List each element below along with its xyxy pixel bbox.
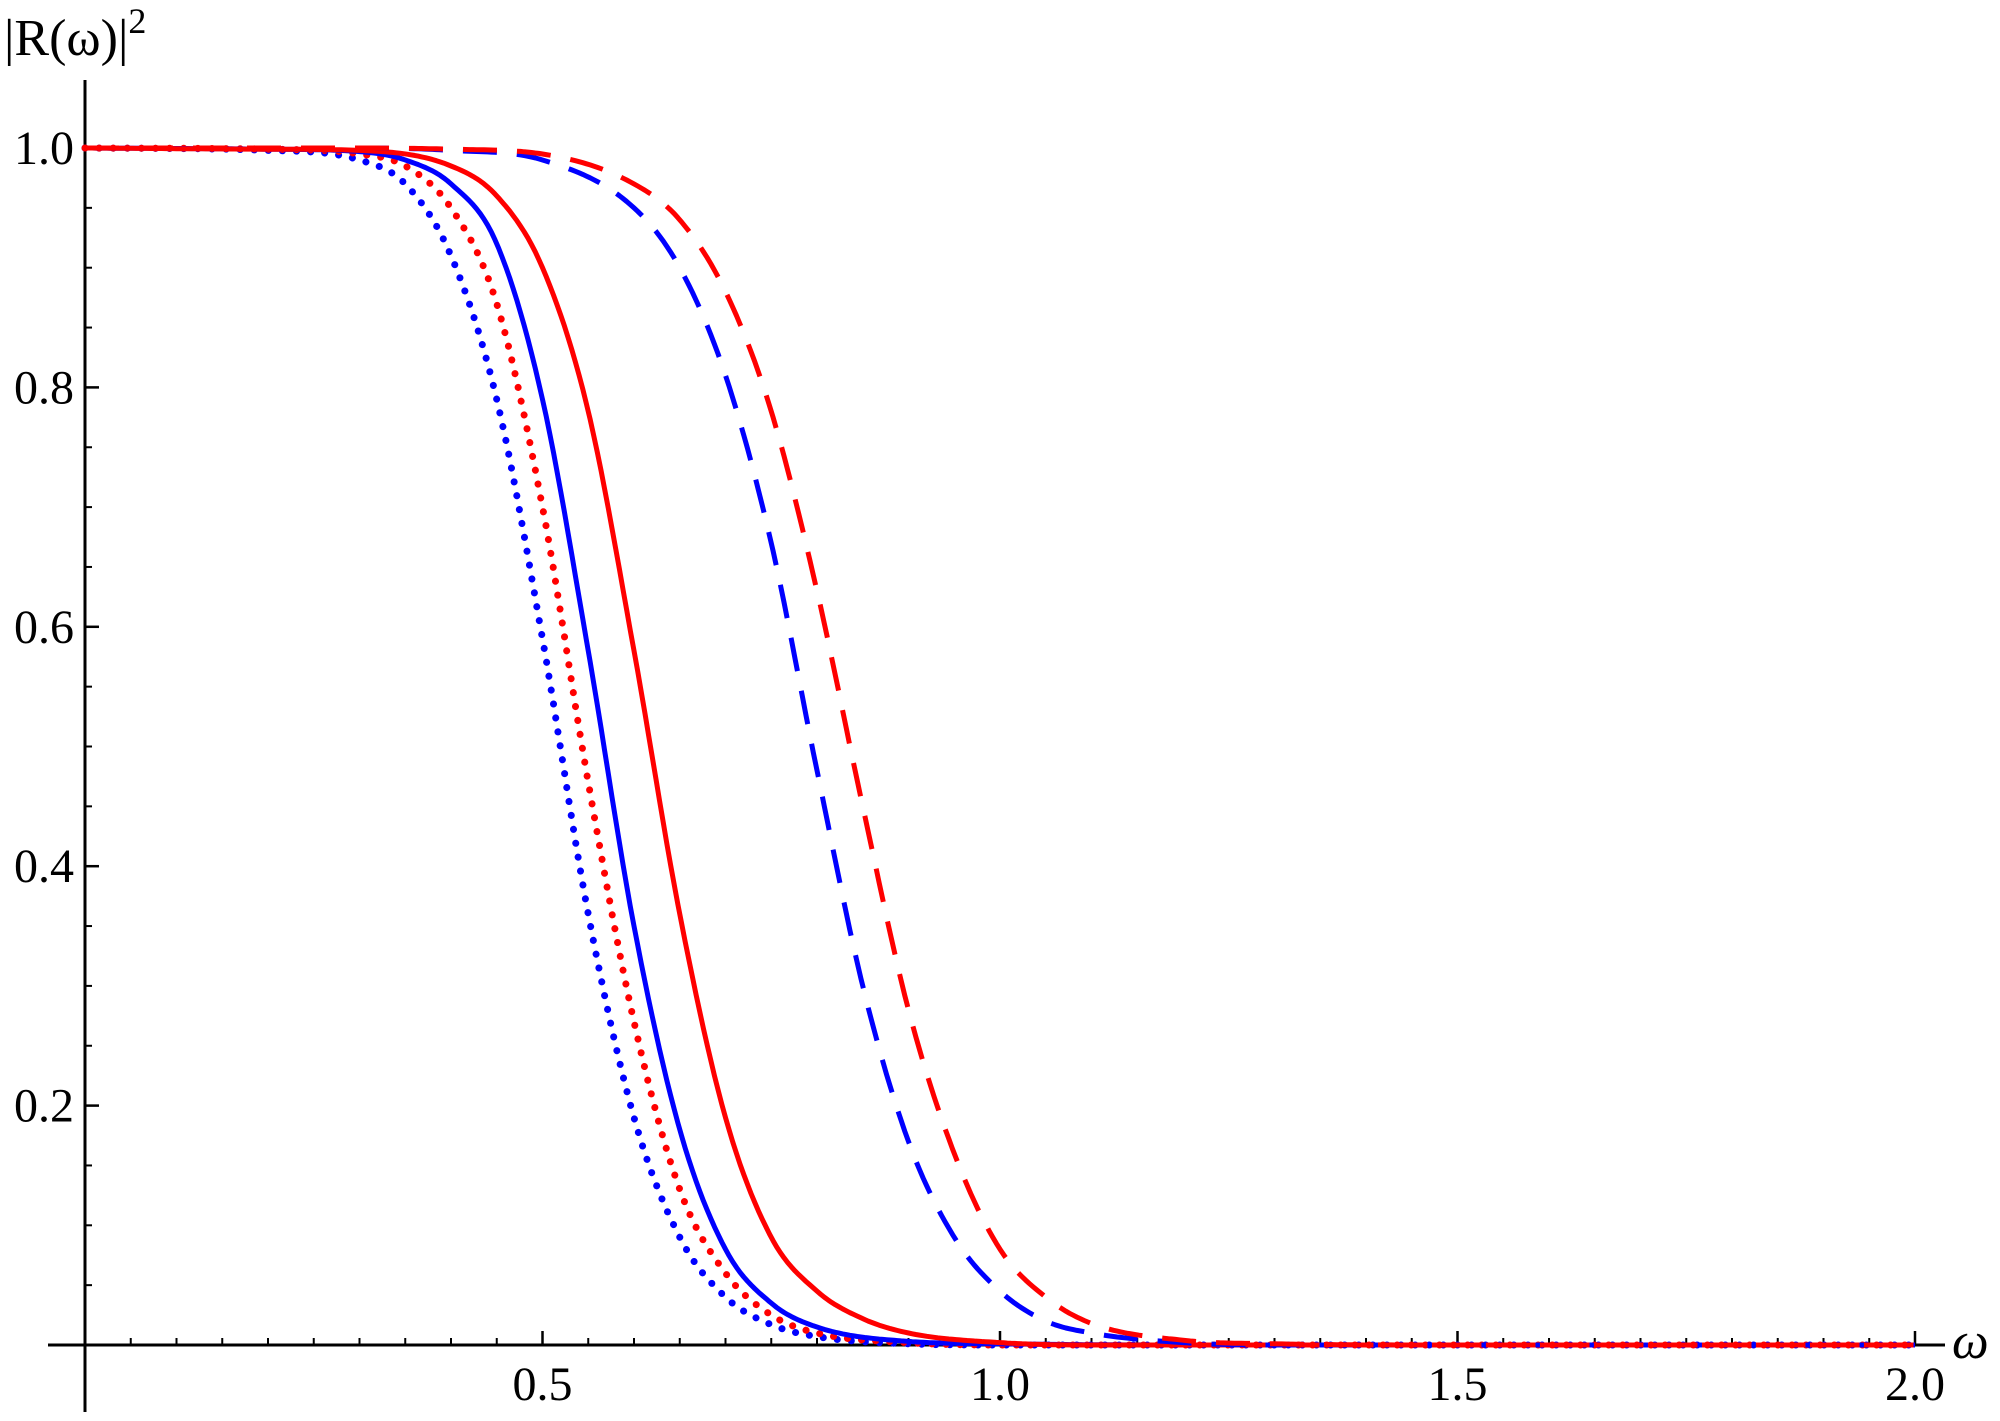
series-line-dashed-4 [85,145,1915,1348]
x-axis-title: ω [1952,1313,1989,1370]
series-layer [81,144,1919,1349]
x-tick-label: 2.0 [1885,1358,1945,1411]
series-line-solid-3 [85,145,1915,1348]
x-tick-label: 1.0 [970,1358,1030,1411]
y-axis-title: |R(ω)|2 [4,1,146,67]
y-axis-title-superscript: 2 [128,1,146,41]
y-tick-label: 0.8 [14,361,74,414]
y-minor-ticks [85,206,92,1287]
x-ticks: 0.5 1.0 1.5 2.0 [513,1331,1945,1411]
series-line-dotted-1 [81,144,1919,1349]
series-line-dotted-0 [81,144,1919,1349]
y-tick-label: 0.4 [14,840,74,893]
series-line-dashed-5 [85,145,1915,1348]
y-axis-title-main: |R(ω)| [4,10,128,67]
x-tick-label: 0.5 [513,1358,573,1411]
y-tick-label: 0.2 [14,1080,74,1133]
y-ticks: 0.2 0.4 0.6 0.8 1.0 [14,122,99,1133]
series-line-solid-2 [85,145,1915,1348]
y-tick-label: 1.0 [14,122,74,175]
y-tick-label: 0.6 [14,601,74,654]
axes: 0.5 1.0 1.5 2.0 0.2 0.4 0.6 0.8 1.0 [14,80,1945,1412]
x-tick-label: 1.5 [1428,1358,1488,1411]
